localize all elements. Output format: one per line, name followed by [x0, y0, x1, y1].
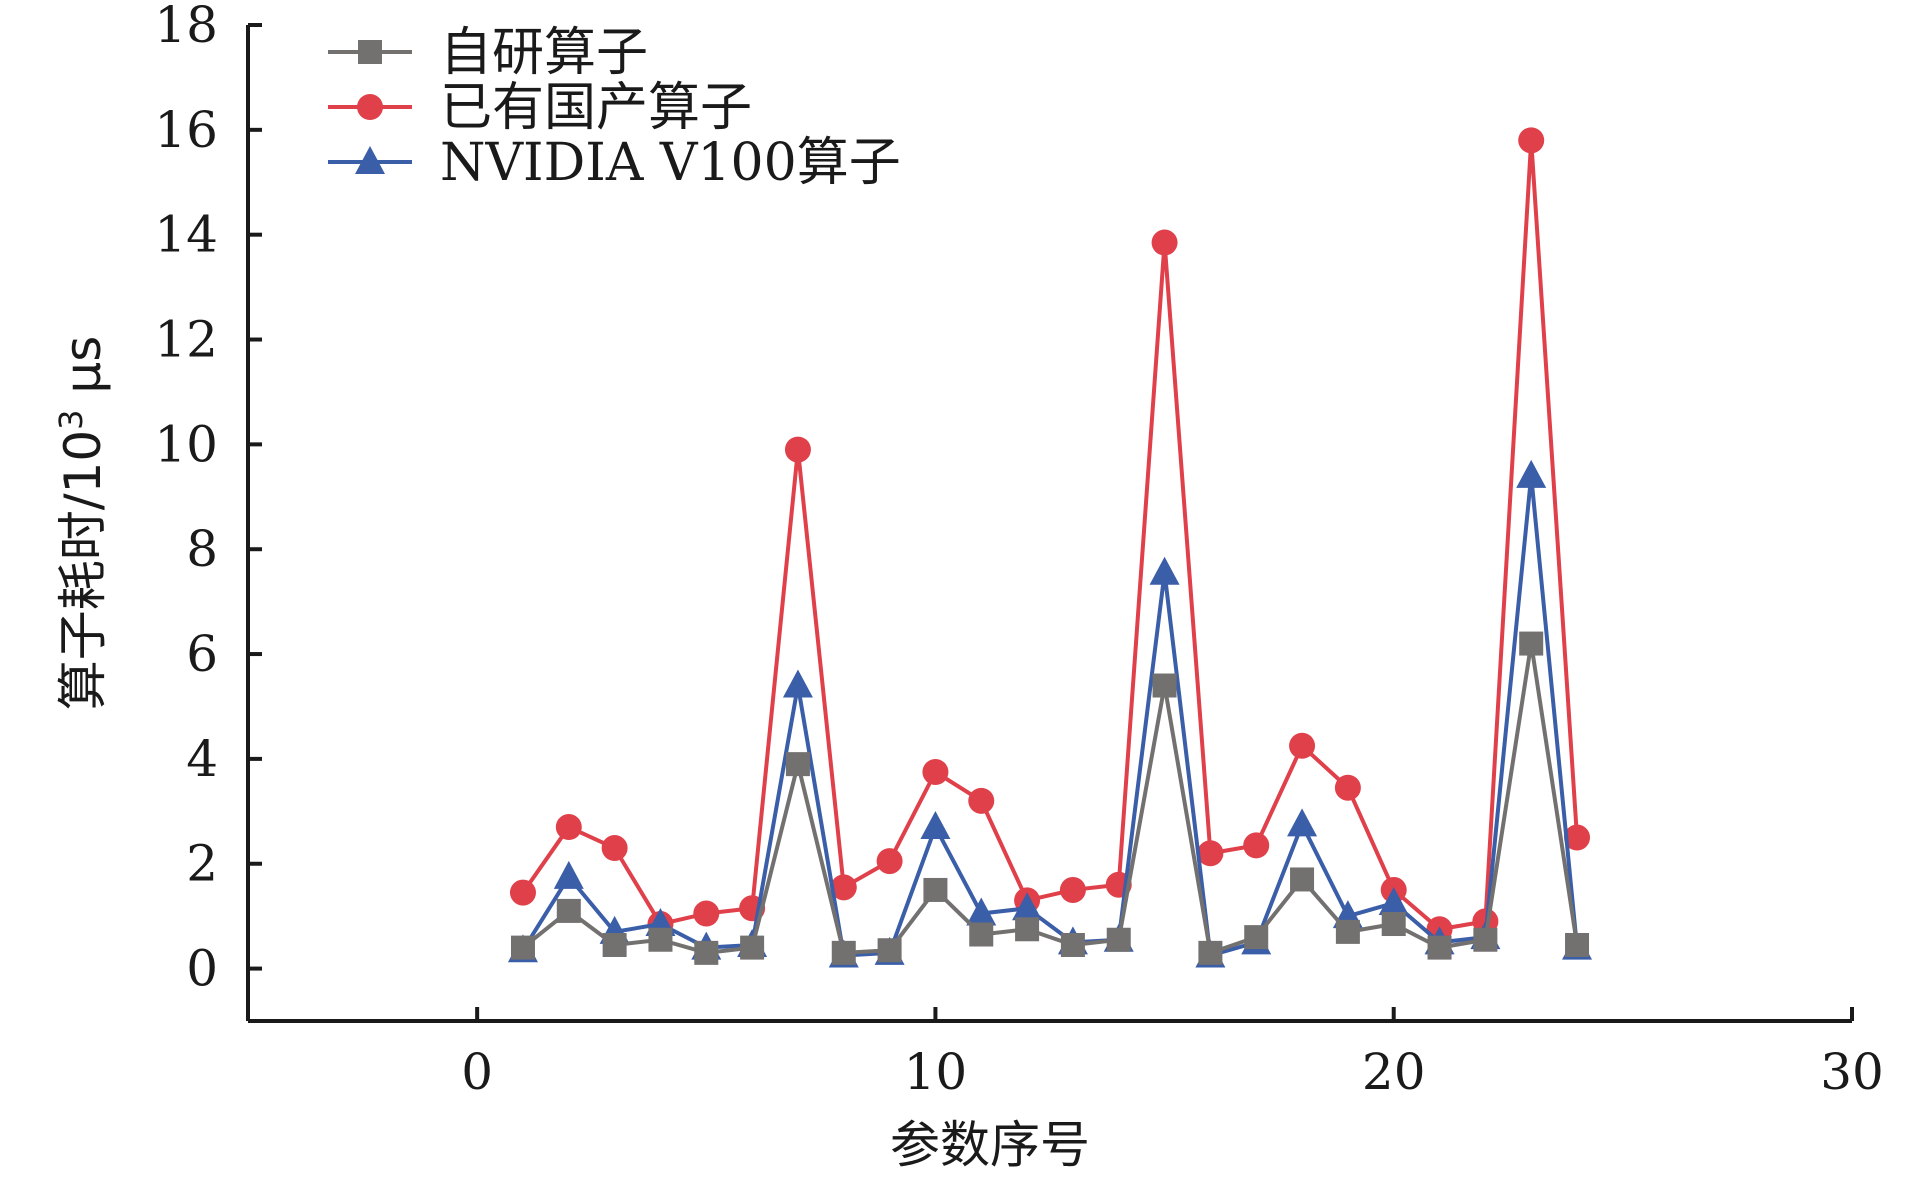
- data-point: [922, 759, 949, 785]
- data-point: [1106, 927, 1131, 952]
- y-axis-title: 算子耗时/103 μs: [52, 336, 112, 711]
- legend-marker: [357, 94, 383, 120]
- y-tick-label: 14: [154, 206, 218, 264]
- data-point: [1059, 876, 1086, 903]
- series-line: [521, 641, 1580, 955]
- series-layer: [507, 127, 1593, 968]
- data-point: [966, 897, 997, 926]
- y-tick-label: 10: [154, 415, 218, 473]
- data-point: [601, 835, 628, 862]
- data-point: [830, 874, 857, 901]
- data-point: [509, 879, 536, 906]
- legend-item: 已有国产算子: [328, 78, 752, 138]
- y-tick-label: 0: [186, 940, 218, 998]
- data-point: [1151, 229, 1178, 256]
- series-1: [509, 127, 1591, 943]
- data-point: [1149, 556, 1180, 585]
- y-tick-label: 2: [186, 835, 218, 893]
- legend-item: 自研算子: [328, 23, 648, 83]
- x-ticks: 0 10 20 30: [461, 1007, 1884, 1101]
- data-point: [1287, 808, 1318, 837]
- series-0: [510, 631, 1590, 965]
- data-point: [1152, 673, 1177, 698]
- data-point: [740, 935, 765, 960]
- data-point: [969, 922, 994, 947]
- y-axis-title-unit: μs: [54, 336, 112, 410]
- data-point: [923, 877, 948, 902]
- data-point: [877, 938, 902, 963]
- data-point: [553, 860, 584, 889]
- data-point: [555, 814, 582, 841]
- data-point: [1060, 932, 1085, 957]
- data-point: [694, 940, 719, 965]
- data-point: [784, 436, 811, 463]
- y-tick-label: 16: [154, 101, 218, 159]
- data-point: [1565, 932, 1590, 957]
- data-point: [1289, 732, 1316, 759]
- x-tick-label: 30: [1820, 1043, 1884, 1101]
- data-point: [693, 900, 720, 927]
- series-line: [521, 138, 1580, 932]
- data-point: [1378, 887, 1409, 916]
- data-point: [1244, 925, 1269, 950]
- y-axis-title-main: 算子耗时/10: [54, 430, 112, 710]
- data-point: [1473, 927, 1498, 952]
- legend-label: 自研算子: [440, 23, 648, 83]
- x-axis-title: 参数序号: [890, 1116, 1090, 1174]
- legend-label: 已有国产算子: [440, 78, 752, 138]
- data-point: [1427, 935, 1452, 960]
- legend-item: NVIDIA V100算子: [328, 133, 901, 193]
- data-point: [785, 752, 810, 777]
- data-point: [556, 898, 581, 923]
- y-ticks: 0 2 4 6 8 10 12 14 16 18: [154, 0, 262, 998]
- y-tick-label: 6: [186, 625, 218, 683]
- data-point: [1334, 774, 1361, 801]
- y-tick-label: 4: [186, 730, 218, 788]
- data-point: [602, 932, 627, 957]
- data-point: [1243, 832, 1270, 859]
- data-point: [831, 940, 856, 965]
- data-point: [968, 787, 995, 814]
- data-point: [1516, 459, 1547, 488]
- x-tick-label: 20: [1362, 1043, 1426, 1101]
- y-tick-label: 8: [186, 520, 218, 578]
- data-point: [1518, 127, 1545, 154]
- data-point: [1381, 912, 1406, 937]
- x-tick-label: 10: [904, 1043, 968, 1101]
- data-point: [1519, 631, 1544, 656]
- legend-marker: [358, 40, 382, 64]
- axes: [246, 25, 1852, 1023]
- data-point: [1198, 940, 1223, 965]
- series-line: [521, 473, 1580, 958]
- data-point: [510, 935, 535, 960]
- series-2: [507, 459, 1593, 968]
- data-point: [1015, 917, 1040, 942]
- data-point: [1012, 892, 1043, 921]
- data-point: [876, 848, 903, 875]
- y-tick-label: 12: [154, 311, 218, 369]
- y-axis-title-sup: 3: [52, 409, 90, 429]
- legend-label: NVIDIA V100算子: [440, 133, 901, 193]
- data-point: [920, 811, 951, 840]
- data-point: [1290, 867, 1315, 892]
- data-point: [782, 669, 813, 698]
- data-point: [1564, 824, 1591, 851]
- x-tick-label: 0: [461, 1043, 493, 1101]
- data-point: [1335, 919, 1360, 944]
- data-point: [648, 927, 673, 952]
- y-tick-label: 18: [154, 0, 218, 54]
- legend-marker: [355, 146, 385, 174]
- data-point: [1197, 840, 1224, 867]
